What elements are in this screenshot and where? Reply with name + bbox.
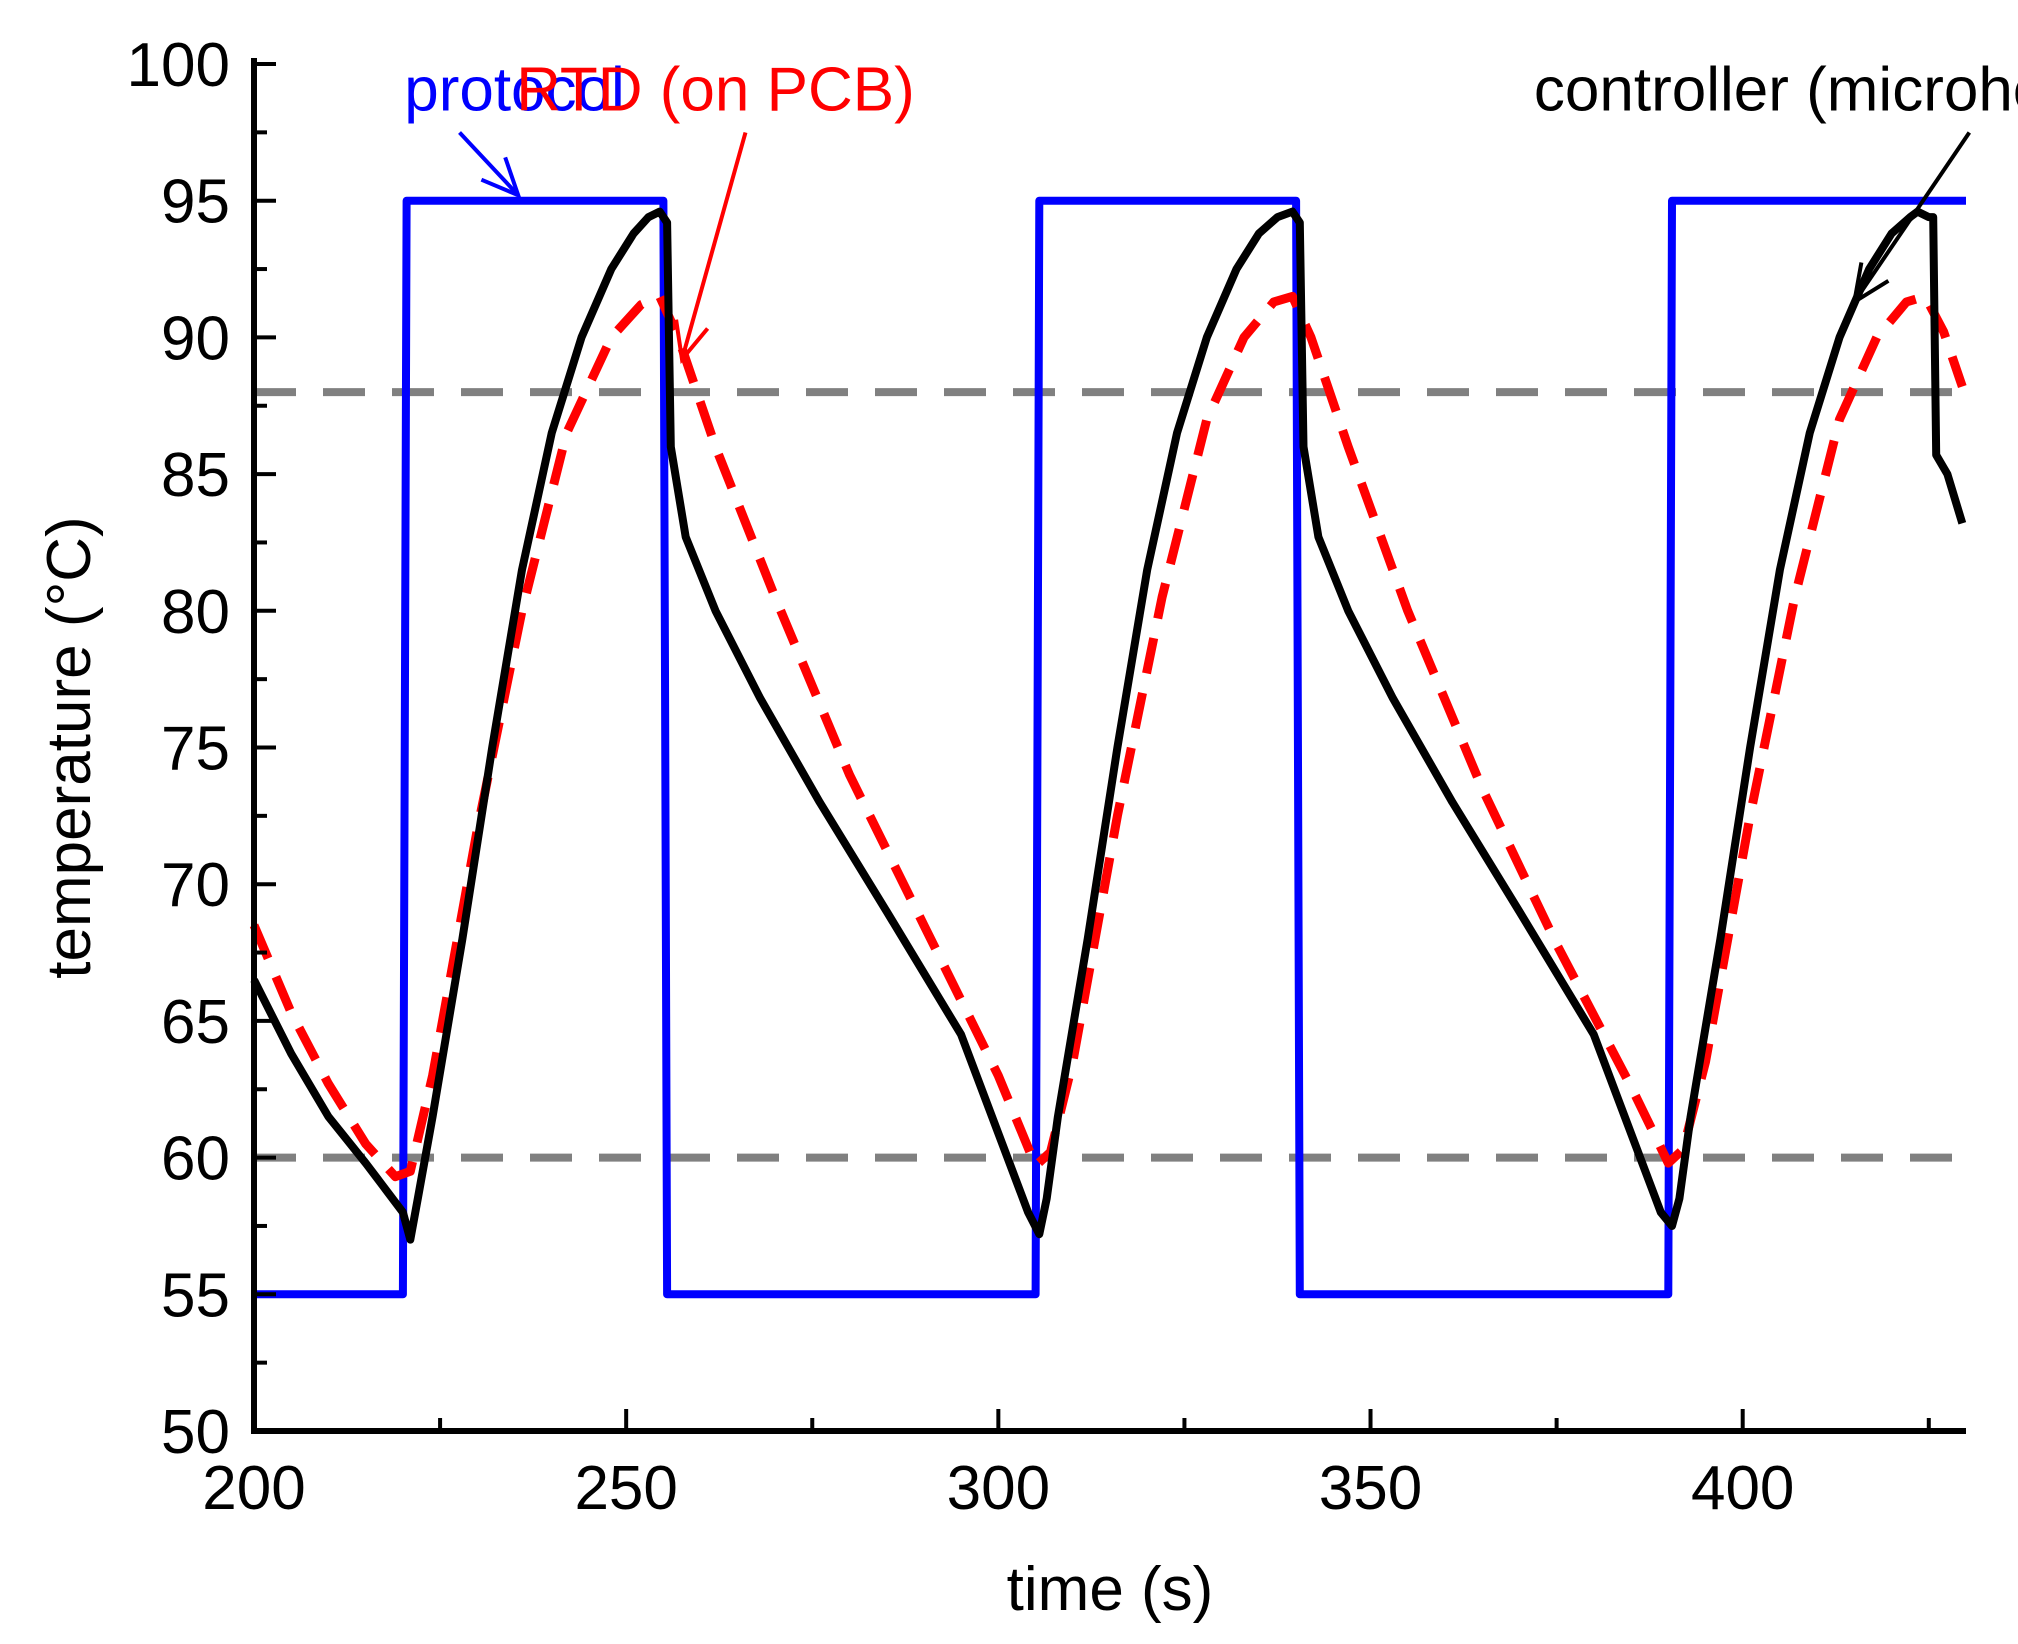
controller-line [250, 207, 1967, 1244]
y-tick-label: 85 [161, 441, 230, 510]
y-axis-label: temperature (°C) [35, 516, 104, 978]
arrow-protocol-head [480, 156, 522, 199]
series-layer [249, 196, 1967, 1299]
arrow-rtd-head [674, 319, 710, 365]
legend-rtd: RTD (on PCB) [516, 55, 915, 124]
arrow-controller-head [1851, 262, 1890, 306]
x-tick-label: 250 [574, 1454, 677, 1523]
protocol-line [254, 196, 1966, 1299]
x-tick-label: 300 [947, 1454, 1050, 1523]
legend-protocol: protocol [404, 55, 625, 124]
x-tick-label: 350 [1319, 1454, 1422, 1523]
y-tick-label: 80 [161, 578, 230, 647]
y-tick-label: 55 [161, 1261, 230, 1330]
y-tick-label: 65 [161, 988, 230, 1057]
y-tick-label: 60 [161, 1125, 230, 1194]
x-axis-label: time (s) [1007, 1555, 1214, 1624]
arrow-rtd [680, 131, 748, 360]
ticks: 200 250 300 350 400 50 55 60 65 70 75 80 85 90 95 100 [127, 31, 1931, 1523]
y-tick-label: 95 [161, 168, 230, 237]
arrow-controller [1852, 131, 1972, 303]
y-tick-label: 100 [127, 31, 230, 100]
arrow-protocol [458, 131, 520, 197]
reference-lines [254, 388, 1966, 1162]
y-tick-label: 70 [161, 851, 230, 920]
x-tick-label: 200 [202, 1454, 305, 1523]
y-tick-label: 90 [161, 304, 230, 373]
y-tick-label: 75 [161, 715, 230, 784]
y-tick-label: 50 [161, 1398, 230, 1467]
legend-controller: controller (microheater) [1534, 55, 2018, 124]
x-tick-label: 400 [1691, 1454, 1794, 1523]
